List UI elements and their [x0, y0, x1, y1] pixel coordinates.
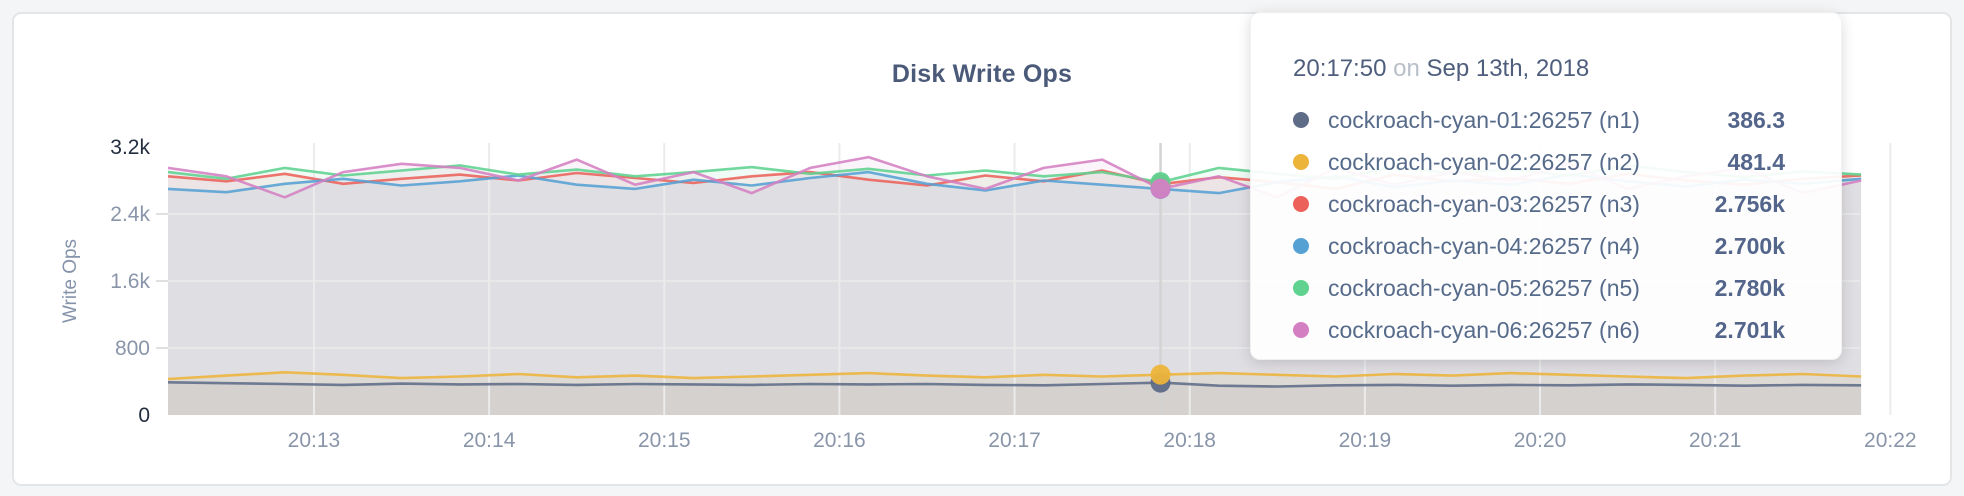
y-axis-tick-label: 0	[138, 404, 150, 427]
x-axis-tick-label: 20:21	[1689, 429, 1742, 452]
series-value: 2.701k	[1714, 316, 1785, 343]
series-label: cockroach-cyan-02:26257 (n2)	[1328, 148, 1640, 175]
tooltip-row: cockroach-cyan-05:26257 (n5) 2.780k	[1293, 267, 1785, 309]
series-value: 2.700k	[1714, 232, 1785, 259]
series-value: 2.780k	[1714, 274, 1785, 301]
x-axis-tick-label: 20:18	[1163, 429, 1216, 452]
hover-point	[1150, 178, 1171, 199]
x-axis-tick-label: 20:14	[463, 429, 516, 452]
y-axis-title: Write Ops	[60, 239, 81, 323]
series-color-dot-icon	[1293, 112, 1309, 128]
tooltip-preposition: on	[1393, 55, 1420, 82]
series-value: 386.3	[1727, 106, 1785, 133]
tooltip-time: 20:17:50	[1293, 55, 1387, 82]
series-label: cockroach-cyan-06:26257 (n6)	[1328, 316, 1640, 343]
series-line	[167, 370, 1862, 381]
series-label: cockroach-cyan-05:26257 (n5)	[1328, 274, 1640, 301]
chart-title: Disk Write Ops	[891, 60, 1073, 88]
tooltip-series-list: cockroach-cyan-01:26257 (n1) 386.3 cockroa…	[1293, 99, 1785, 351]
tooltip-date: Sep 13th, 2018	[1426, 55, 1590, 82]
tooltip-row: cockroach-cyan-04:26257 (n4) 2.700k	[1293, 225, 1785, 267]
x-axis-tick-label: 20:15	[638, 429, 691, 452]
tooltip-row: cockroach-cyan-01:26257 (n1) 386.3	[1293, 99, 1785, 141]
x-axis-tick-label: 20:16	[813, 429, 866, 452]
tooltip-row: cockroach-cyan-03:26257 (n3) 2.756k	[1293, 183, 1785, 225]
series-color-dot-icon	[1293, 154, 1309, 170]
series-color-dot-icon	[1293, 196, 1309, 212]
series-value: 481.4	[1727, 148, 1785, 175]
y-axis-tick-label: 2.4k	[110, 203, 150, 226]
series-color-dot-icon	[1293, 280, 1309, 296]
hover-tooltip: 20:17:50 on Sep 13th, 2018 cockroach-cya…	[1250, 12, 1842, 360]
tooltip-row: cockroach-cyan-02:26257 (n2) 481.4	[1293, 141, 1785, 183]
y-axis-tick-label: 1.6k	[110, 270, 150, 293]
series-label: cockroach-cyan-01:26257 (n1)	[1328, 106, 1640, 133]
x-axis-tick-label: 20:13	[288, 429, 341, 452]
series-color-dot-icon	[1293, 322, 1309, 338]
tooltip-row: cockroach-cyan-06:26257 (n6) 2.701k	[1293, 309, 1785, 351]
x-axis-tick-label: 20:20	[1514, 429, 1567, 452]
hover-point	[1150, 364, 1171, 385]
y-axis-tick-label: 800	[115, 337, 150, 360]
series-line	[167, 381, 1862, 388]
x-axis-tick-label: 20:22	[1864, 429, 1917, 452]
x-axis-tick-label: 20:19	[1339, 429, 1392, 452]
series-color-dot-icon	[1293, 238, 1309, 254]
series-label: cockroach-cyan-03:26257 (n3)	[1328, 190, 1640, 217]
series-value: 2.756k	[1714, 190, 1785, 217]
y-axis-tick-label: 3.2k	[110, 136, 150, 159]
tooltip-timestamp: 20:17:50 on Sep 13th, 2018	[1293, 55, 1785, 83]
x-axis-tick-label: 20:17	[988, 429, 1041, 452]
series-label: cockroach-cyan-04:26257 (n4)	[1328, 232, 1640, 259]
